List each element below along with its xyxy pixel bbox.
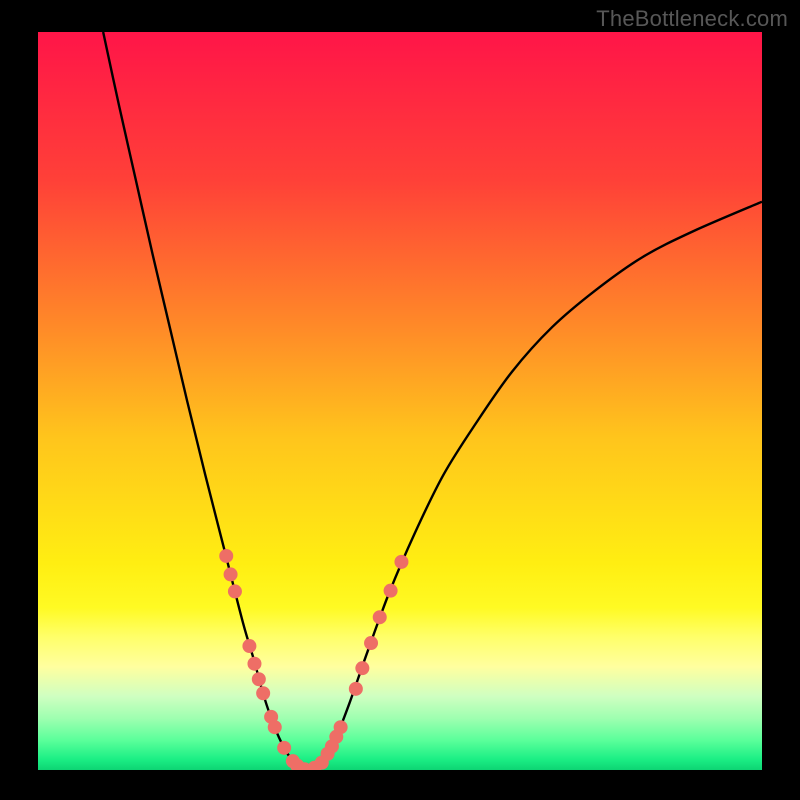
- data-point: [394, 555, 408, 569]
- data-point: [247, 657, 261, 671]
- data-point: [242, 639, 256, 653]
- data-point: [373, 610, 387, 624]
- curves-layer: [38, 32, 762, 770]
- data-point: [355, 661, 369, 675]
- data-point: [349, 682, 363, 696]
- data-point: [334, 720, 348, 734]
- data-point: [252, 672, 266, 686]
- chart-container: TheBottleneck.com: [0, 0, 800, 800]
- data-point: [228, 584, 242, 598]
- curve-right: [307, 202, 762, 770]
- data-point: [277, 741, 291, 755]
- data-point: [256, 686, 270, 700]
- plot-area: [38, 32, 762, 770]
- curve-left: [103, 32, 307, 770]
- data-point: [219, 549, 233, 563]
- data-point: [364, 636, 378, 650]
- data-point: [384, 584, 398, 598]
- data-point: [268, 720, 282, 734]
- data-point: [224, 567, 238, 581]
- data-points-right: [308, 555, 409, 770]
- watermark-text: TheBottleneck.com: [596, 6, 788, 32]
